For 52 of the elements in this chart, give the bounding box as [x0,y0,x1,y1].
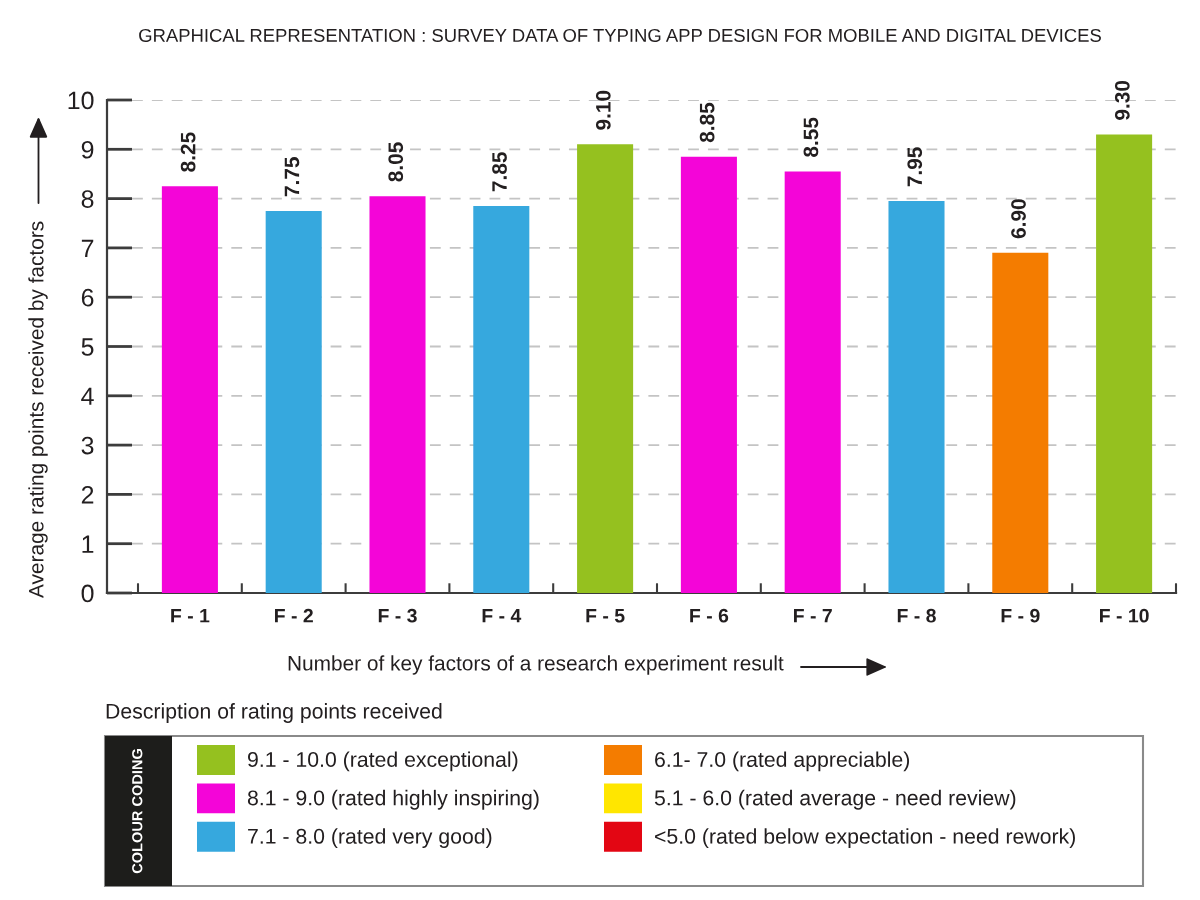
y-tick-label: 4 [81,387,94,405]
legend-label: <5.0 (rated below expectation - need rework) [655,828,1075,849]
x-tick-label: F - 7 [794,608,832,623]
legend-label: 6.1- 7.0 (rated appreciable) [655,751,910,772]
y-tick-label: 7 [81,239,94,257]
data-label: 8.55 [803,117,819,157]
y-tick-label: 6 [81,288,94,307]
x-axis-title: Number of key factors of a research experiment result [288,655,784,675]
x-tick-label: F - 8 [897,608,936,623]
bar [161,186,218,593]
x-tick-label: F - 9 [1001,608,1040,623]
data-label: 7.95 [907,147,923,187]
y-tick-label: 9 [81,140,94,159]
bar [473,205,530,593]
y-tick-label: 2 [81,486,94,504]
legend-label: 7.1 - 8.0 (rated very good) [248,828,492,849]
chart-title: GRAPHICAL REPRESENTATION : SURVEY DATA OF TYPING APP DESIGN FOR MOBILE AND DIGITAL DEVICES [139,28,1101,42]
data-label: 8.05 [388,142,404,182]
data-label: 9.10 [595,90,611,130]
y-tick-label: 0 [81,584,94,603]
bar [888,201,945,593]
legend-label: 8.1 - 9.0 (rated highly inspiring) [247,789,539,810]
data-label: 8.85 [699,102,715,143]
x-tick-label: F - 1 [171,608,210,623]
bar [680,156,737,593]
x-tick-label: F - 4 [482,608,522,623]
data-label: 9.30 [1114,80,1130,120]
x-tick-label: F - 2 [275,608,313,623]
bar [992,252,1049,593]
x-tick-label: F - 5 [586,608,625,623]
x-tick-label: F - 10 [1100,608,1149,623]
data-label: 7.85 [492,152,507,192]
data-label: 6.90 [1011,199,1026,239]
x-tick-label: F - 6 [690,608,729,623]
bar [577,144,634,593]
y-tick-label: 5 [81,338,94,356]
text: Description of rating points received [106,703,442,723]
bar [369,196,426,593]
bar [265,210,322,593]
bar [1096,134,1153,593]
y-axis-title: Average rating points received by factors [28,221,48,598]
bar [784,171,841,593]
legend-label: 9.1 - 10.0 (rated exceptional) [248,751,518,772]
x-tick-label: F - 3 [378,608,417,623]
y-tick-label: 3 [81,436,94,455]
y-tick-label: 1 [82,535,94,553]
y-tick-label: 8 [81,190,94,208]
data-label: 7.75 [284,157,300,197]
y-tick-label: 10 [68,91,94,110]
legend-title: COLOUR CODING [132,749,143,874]
legend-label: 5.1 - 6.0 (rated average - need review) [654,789,1016,810]
data-label: 8.25 [180,132,196,172]
